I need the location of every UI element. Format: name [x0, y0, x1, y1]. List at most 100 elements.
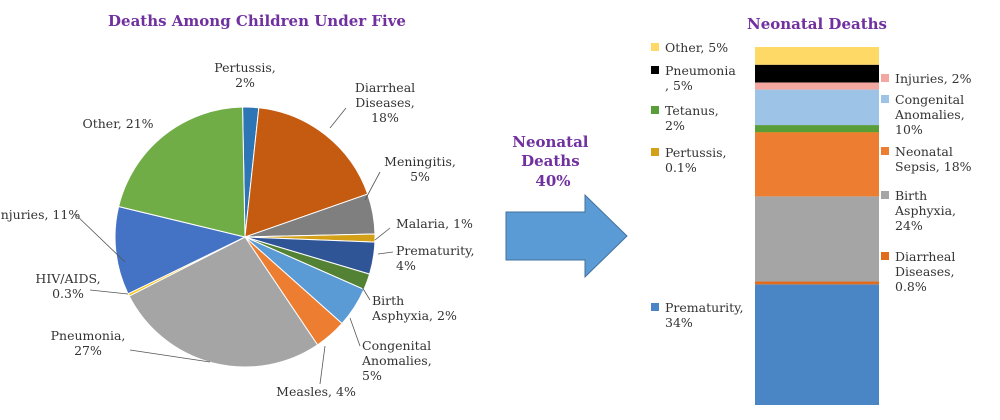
pie-label-prematurity-line: 4% [396, 258, 416, 273]
pie-label-prematurity: Prematurity, 4% [396, 243, 475, 273]
legend-swatch-tetanus [651, 106, 659, 114]
pie-label-meningitis-line: Meningitis, [384, 154, 456, 169]
bar-label-other: Other, 5% [665, 40, 728, 55]
bar-label-injuries-line: Injuries, 2% [895, 71, 972, 86]
right-arrow-icon [505, 193, 628, 279]
pie-label-measles-line: Measles, 4% [276, 384, 356, 399]
leader-line-injuries [74, 213, 126, 263]
pie-chart [114, 106, 376, 368]
bar-label-tetanus-line: 2% [665, 118, 685, 133]
leader-line-prematurity [377, 251, 394, 255]
leader-line-birth-asphyxia [361, 286, 371, 301]
pie-slice-pneumonia [128, 236, 319, 368]
stacked-bar-legend: Prematurity, 34% Diarrheal Diseases, 0.8% Bir… [651, 40, 972, 330]
pie-label-prematurity-line: Prematurity, [396, 243, 475, 258]
pie-label-meningitis-line: 5% [410, 169, 430, 184]
bar-label-pneumonia: Pneumonia, 5% [665, 63, 736, 93]
legend-swatch-neonatal-sepsis [881, 147, 889, 155]
pie-label-birth-asphyxia-line: Asphyxia, 2% [371, 308, 457, 323]
pie-label-congenital-anomalies: Congenital Anomalies, 5% [361, 338, 432, 383]
pie-label-other: Other, 21% [82, 116, 153, 131]
pie-label-diarrheal-diseases-line: 18% [371, 110, 399, 125]
pie-label-diarrheal-diseases: Diarrheal Diseases, 18% [355, 80, 415, 125]
bar-label-neonatal-sepsis-line: Sepsis, 18% [895, 159, 972, 174]
bar-label-diarrheal-diseases-line: Diarrheal [895, 249, 955, 264]
pie-label-other-line: Other, 21% [82, 116, 153, 131]
callout-line-1: Neonatal [512, 133, 589, 151]
bar-label-neonatal-sepsis: Neonatal Sepsis, 18% [895, 144, 972, 174]
leader-line-hiv-aids [89, 289, 129, 295]
bar-label-birth-asphyxia-line: Birth [895, 188, 927, 203]
bar-label-birth-asphyxia-line: 24% [895, 218, 923, 233]
bar-label-congenital-anomalies-line: Congenital [895, 92, 964, 107]
legend-swatch-birth-asphyxia [881, 191, 889, 199]
pie-label-hiv-aids: HIV/AIDS, 0.3% [35, 271, 100, 301]
bar-segment-diarrheal-diseases [755, 281, 879, 285]
legend-swatch-injuries [881, 74, 889, 82]
bar-label-pertussis-line: 0.1% [665, 160, 697, 175]
callout-line-2: Deaths [521, 152, 580, 170]
bar-label-diarrheal-diseases-line: Diseases, [895, 264, 955, 279]
pie-label-malaria: Malaria, 1% [396, 216, 473, 231]
pie-labels: Pertussis, 2% Diarrheal Diseases, 18% Meningi… [0, 60, 475, 399]
bar-label-pertussis-line: Pertussis, [665, 145, 727, 160]
legend-swatch-pertussis [651, 148, 659, 156]
bar-label-diarrheal-diseases: Diarrheal Diseases, 0.8% [895, 249, 955, 294]
neonatal-callout: Neonatal Deaths 40% [512, 133, 593, 190]
pie-slice-injuries [114, 205, 247, 295]
bar-label-congenital-anomalies-line: Anomalies, [894, 107, 965, 122]
pie-label-birth-asphyxia-line: Birth [372, 293, 404, 308]
pie-label-pneumonia-line: Pneumonia, [51, 328, 126, 343]
bar-label-injuries: Injuries, 2% [895, 71, 972, 86]
pie-label-diarrheal-diseases-line: Diarrheal [355, 80, 415, 95]
bar-label-birth-asphyxia: Birth Asphyxia, 24% [894, 188, 956, 233]
bar-segment-injuries [755, 82, 879, 90]
bar-label-congenital-anomalies-line: 10% [895, 122, 923, 137]
bar-label-pertussis: Pertussis, 0.1% [665, 145, 727, 175]
pie-label-pneumonia-line: 27% [74, 343, 102, 358]
pie-label-pertussis-line: 2% [235, 75, 255, 90]
bar-label-prematurity-line: Prematurity, [665, 300, 744, 315]
pie-label-pertussis-line: Pertussis, [214, 60, 276, 75]
bar-segment-other [755, 47, 879, 65]
pie-label-meningitis: Meningitis, 5% [384, 154, 456, 184]
bar-label-diarrheal-diseases-line: 0.8% [895, 279, 927, 294]
pie-label-congenital-anomalies-line: Anomalies, [361, 353, 432, 368]
pie-label-malaria-line: Malaria, 1% [396, 216, 473, 231]
pie-label-congenital-anomalies-line: 5% [362, 368, 382, 383]
leader-line-malaria [374, 227, 391, 241]
pie-label-injuries: Injuries, 11% [0, 207, 80, 222]
pie-label-congenital-anomalies-line: Congenital [362, 338, 431, 353]
bar-segment-birth-asphyxia [755, 196, 879, 282]
bar-label-prematurity: Prematurity, 34% [665, 300, 744, 330]
stacked-bar-chart [755, 47, 879, 405]
bar-label-tetanus-line: Tetanus, [665, 103, 719, 118]
bar-label-pneumonia-line: Pneumonia [665, 63, 736, 78]
pie-label-hiv-aids-line: 0.3% [52, 286, 84, 301]
stacked-bar-title: Neonatal Deaths [747, 15, 887, 33]
bar-label-congenital-anomalies: Congenital Anomalies, 10% [894, 92, 965, 137]
legend-swatch-congenital-anomalies [881, 95, 889, 103]
pie-chart-title: Deaths Among Children Under Five [108, 12, 406, 30]
bar-label-neonatal-sepsis-line: Neonatal [895, 144, 953, 159]
bar-segment-tetanus [755, 125, 879, 133]
leader-line-measles [319, 345, 326, 385]
leader-line-congenital-anomalies [349, 317, 361, 347]
pie-label-pertussis: Pertussis, 2% [214, 60, 276, 90]
leader-line-diarrheal-diseases [329, 107, 347, 129]
bar-label-tetanus: Tetanus, 2% [665, 103, 719, 133]
bar-label-prematurity-line: 34% [665, 315, 693, 330]
legend-swatch-prematurity [651, 303, 659, 311]
pie-label-birth-asphyxia: Birth Asphyxia, 2% [371, 293, 457, 323]
bar-segment-congenital-anomalies [755, 89, 879, 126]
bar-label-birth-asphyxia-line: Asphyxia, [894, 203, 956, 218]
bar-segment-neonatal-sepsis [755, 132, 879, 197]
pie-slice-other [118, 106, 246, 238]
callout-line-3: 40% [535, 172, 570, 190]
bar-segment-prematurity [755, 284, 879, 405]
pie-label-injuries-line: Injuries, 11% [0, 207, 80, 222]
bar-label-pneumonia-line: , 5% [665, 78, 693, 93]
legend-swatch-other [651, 43, 659, 51]
pie-label-diarrheal-diseases-line: Diseases, [355, 95, 415, 110]
